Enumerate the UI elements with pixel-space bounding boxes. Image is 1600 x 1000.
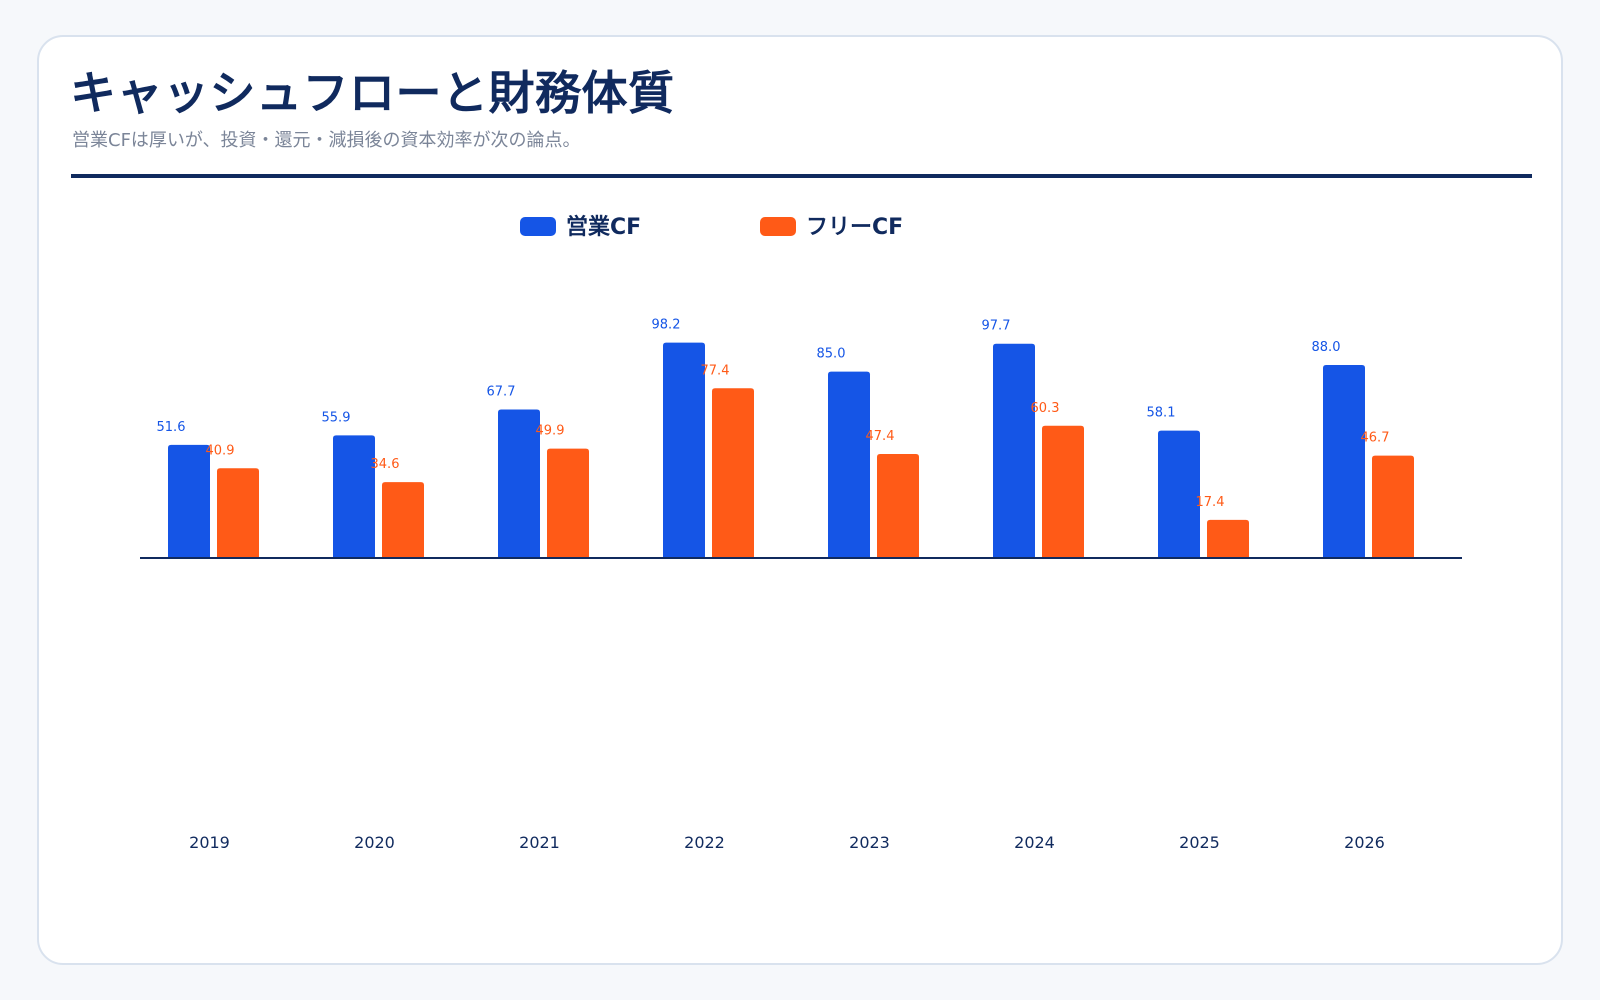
bar-free-cf-2026: [1372, 455, 1414, 558]
bar-operating-cf-2024: [993, 343, 1035, 558]
bar-operating-cf-2019: [168, 444, 210, 558]
page-title: キャッシュフローと財務体質: [70, 66, 675, 120]
value-label-free-cf-2020: 34.6: [371, 457, 400, 472]
x-tick-2023: 2023: [849, 833, 890, 852]
value-label-operating-cf-2019: 51.6: [157, 420, 186, 435]
value-label-operating-cf-2020: 55.9: [322, 410, 351, 425]
bar-free-cf-2022: [712, 388, 754, 558]
value-label-free-cf-2019: 40.9: [206, 443, 235, 458]
bar-operating-cf-2021: [498, 409, 540, 558]
bar-free-cf-2024: [1042, 425, 1084, 558]
legend-swatch-free-cf: [760, 217, 796, 236]
title-divider: [71, 174, 1532, 178]
bar-free-cf-2023: [877, 454, 919, 558]
bar-free-cf-2019: [217, 468, 259, 558]
bar-operating-cf-2022: [663, 342, 705, 558]
bar-operating-cf-2023: [828, 371, 870, 558]
chart-card: キャッシュフローと財務体質 営業CFは厚いが、投資・還元・減損後の資本効率が次の…: [37, 35, 1563, 965]
value-label-operating-cf-2026: 88.0: [1312, 340, 1341, 355]
bar-free-cf-2025: [1207, 519, 1249, 558]
value-label-operating-cf-2025: 58.1: [1147, 406, 1176, 421]
x-tick-2026: 2026: [1344, 833, 1385, 852]
value-label-operating-cf-2022: 98.2: [652, 318, 681, 333]
x-tick-2024: 2024: [1014, 833, 1055, 852]
page-subtitle: 営業CFは厚いが、投資・還元・減損後の資本効率が次の論点。: [72, 130, 581, 151]
x-tick-2025: 2025: [1179, 833, 1220, 852]
bar-operating-cf-2025: [1158, 430, 1200, 558]
value-label-free-cf-2025: 17.4: [1196, 495, 1225, 510]
x-tick-2019: 2019: [189, 833, 230, 852]
value-label-free-cf-2024: 60.3: [1031, 401, 1060, 416]
legend-swatch-operating-cf: [520, 217, 556, 236]
x-tick-2021: 2021: [519, 833, 560, 852]
value-label-operating-cf-2024: 97.7: [982, 319, 1011, 334]
value-label-free-cf-2026: 46.7: [1361, 431, 1390, 446]
value-label-free-cf-2021: 49.9: [536, 424, 565, 439]
value-label-operating-cf-2021: 67.7: [487, 385, 516, 400]
legend-label-free-cf: フリーCF: [806, 215, 903, 240]
value-label-operating-cf-2023: 85.0: [817, 347, 846, 362]
value-label-free-cf-2023: 47.4: [866, 429, 895, 444]
x-tick-2020: 2020: [354, 833, 395, 852]
x-tick-2022: 2022: [684, 833, 725, 852]
bar-free-cf-2021: [547, 448, 589, 558]
bar-operating-cf-2026: [1323, 365, 1365, 558]
value-label-free-cf-2022: 77.4: [701, 363, 730, 378]
legend-label-operating-cf: 営業CF: [566, 214, 641, 240]
bar-operating-cf-2020: [333, 435, 375, 558]
bar-free-cf-2020: [382, 482, 424, 558]
